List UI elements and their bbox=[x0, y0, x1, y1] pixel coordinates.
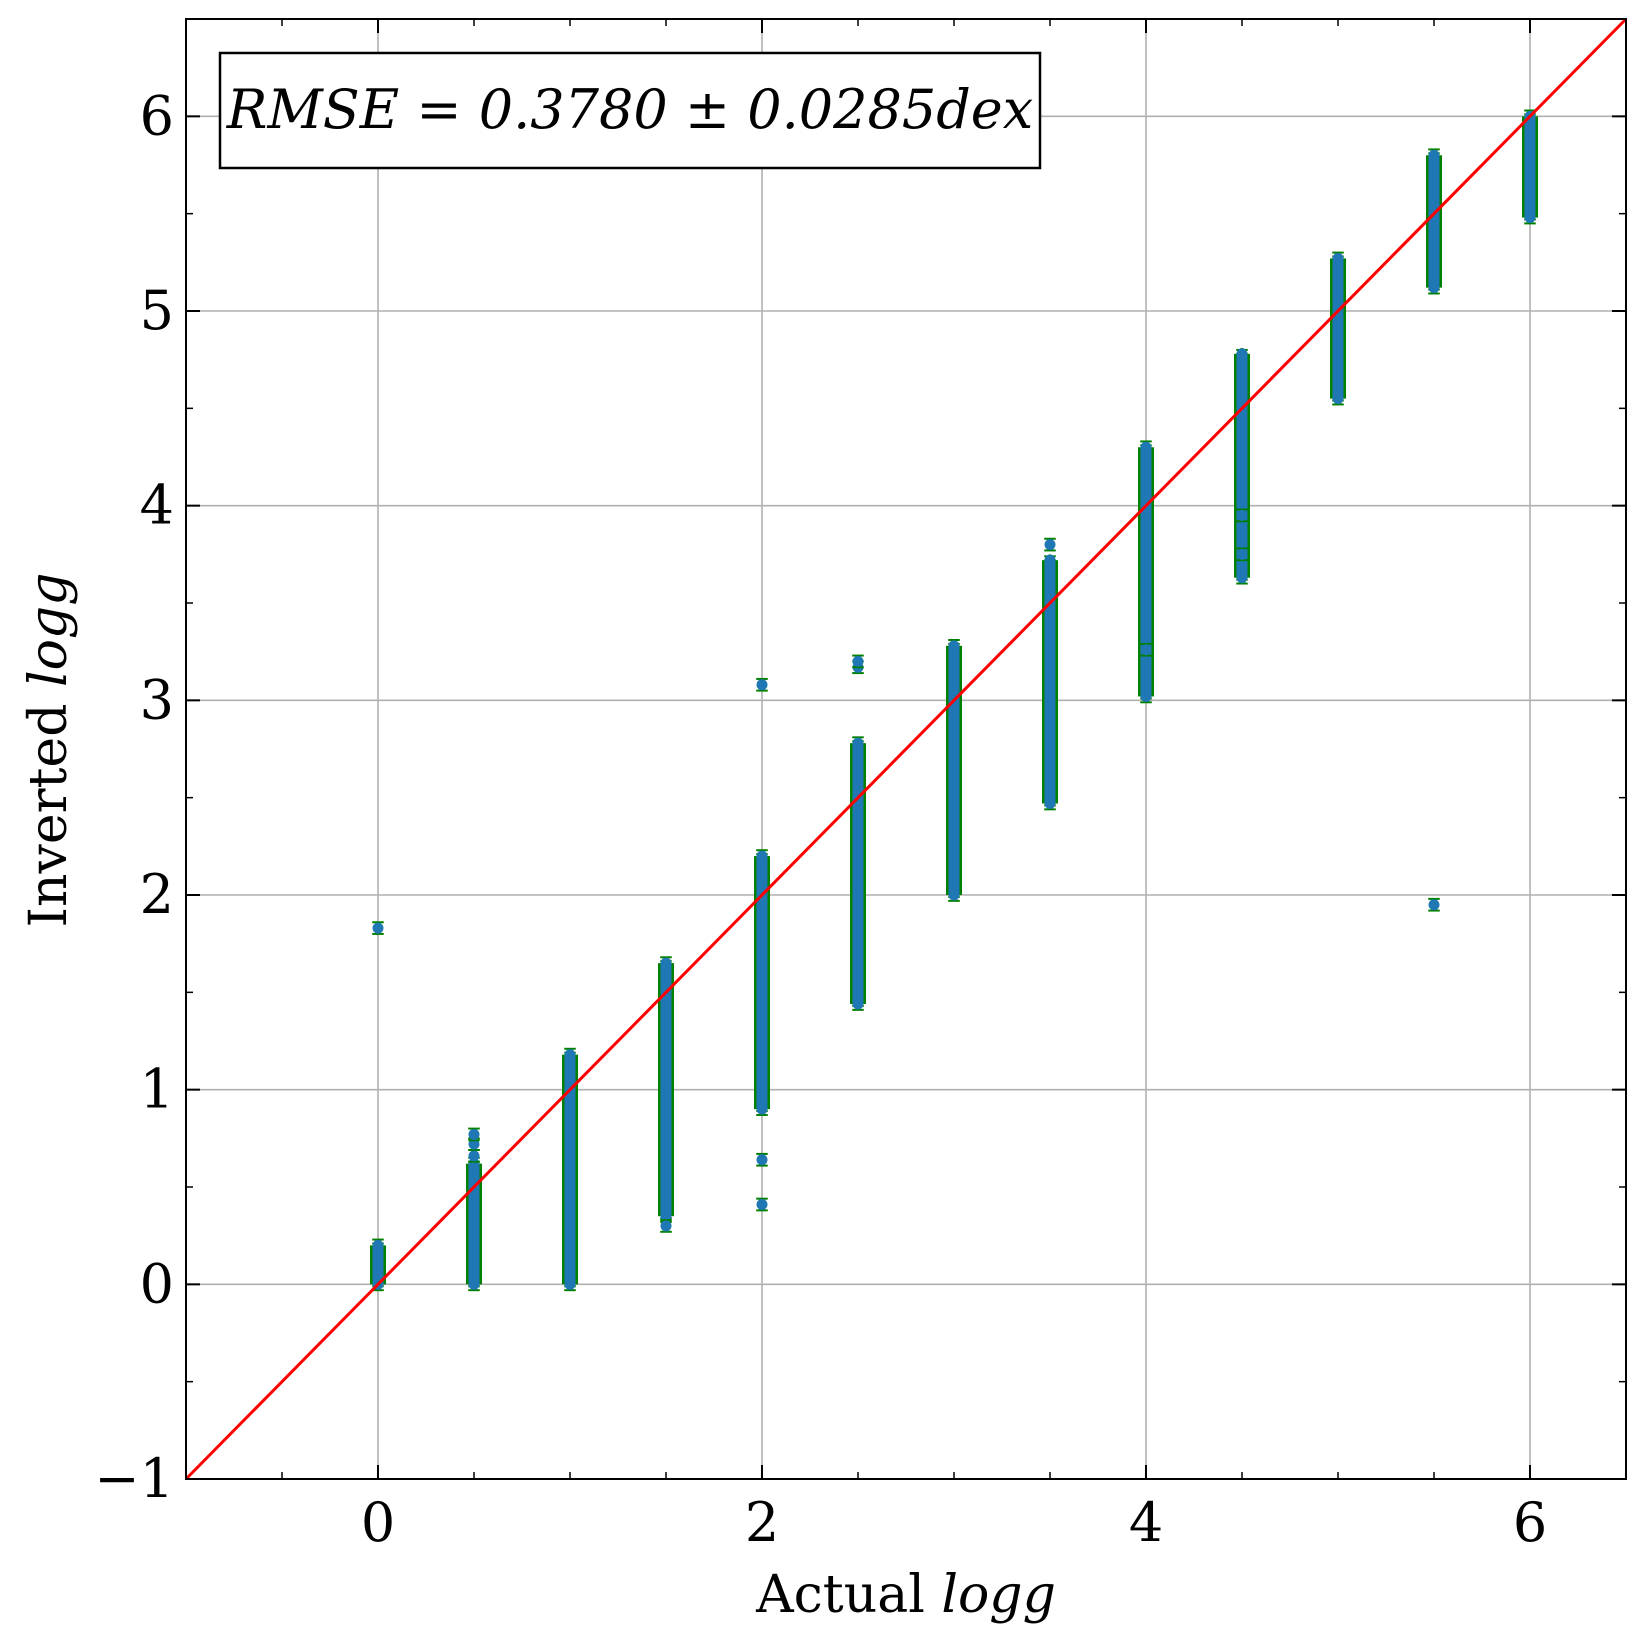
data-group bbox=[466, 1127, 482, 1292]
y-tick-label: 4 bbox=[140, 474, 174, 537]
x-axis-label-text: Actual bbox=[755, 1565, 925, 1625]
data-group bbox=[1426, 148, 1442, 912]
data-point bbox=[468, 1138, 480, 1150]
reference-line bbox=[184, 17, 1628, 1481]
x-tick-label: 6 bbox=[1513, 1491, 1547, 1554]
x-tick-label: 4 bbox=[1129, 1491, 1163, 1554]
data-point bbox=[1236, 509, 1248, 521]
x-axis-label: Actual logg bbox=[755, 1565, 1056, 1625]
x-tick-label: 0 bbox=[361, 1491, 395, 1554]
annotation-box: RMSE = 0.3780 ± 0.0285dex bbox=[218, 51, 1042, 170]
y-tick-label: 2 bbox=[140, 863, 174, 926]
data-point bbox=[756, 1154, 768, 1166]
data-group bbox=[1522, 109, 1538, 225]
y-tick-label: 6 bbox=[140, 84, 174, 147]
data-point bbox=[852, 655, 864, 667]
y-tick-label: 1 bbox=[140, 1058, 174, 1121]
reference-line-group bbox=[184, 17, 1628, 1481]
x-axis-label-variable: logg bbox=[941, 1565, 1056, 1625]
data-point bbox=[756, 1199, 768, 1211]
data-point bbox=[1428, 899, 1440, 911]
x-tick-label: 2 bbox=[745, 1491, 779, 1554]
data-group bbox=[754, 677, 770, 1212]
data-point bbox=[372, 922, 384, 934]
data-group bbox=[1042, 537, 1058, 811]
plot-frame bbox=[185, 18, 1627, 1480]
y-axis-label: Inverted logg bbox=[19, 572, 79, 927]
data-point bbox=[1236, 548, 1248, 560]
data-point bbox=[1140, 644, 1152, 656]
data-group bbox=[658, 956, 674, 1233]
data-group bbox=[1330, 251, 1346, 406]
data-group bbox=[946, 638, 962, 902]
data-group bbox=[562, 1047, 578, 1292]
y-tick-label: −1 bbox=[94, 1447, 174, 1510]
data-point bbox=[660, 1220, 672, 1232]
rmse-annotation: RMSE = 0.3780 ± 0.0285dex bbox=[226, 78, 1033, 141]
data-group bbox=[1234, 347, 1250, 585]
y-tick-label: 0 bbox=[140, 1252, 174, 1315]
data-point bbox=[468, 1128, 480, 1140]
data-group bbox=[850, 654, 866, 1011]
data-group bbox=[1138, 440, 1154, 704]
axis-ticks: 0 2 4 6 −1 0 1 2 3 4 5 6 bbox=[94, 19, 1627, 1554]
y-axis-label-variable: logg bbox=[19, 572, 79, 687]
data-point bbox=[468, 1150, 480, 1162]
data-point bbox=[756, 679, 768, 691]
y-tick-label: 3 bbox=[140, 668, 174, 731]
annotation-frame bbox=[218, 51, 1042, 170]
data-point bbox=[1044, 539, 1056, 551]
y-tick-label: 5 bbox=[140, 279, 174, 342]
y-axis-label-text: Inverted bbox=[19, 704, 79, 928]
